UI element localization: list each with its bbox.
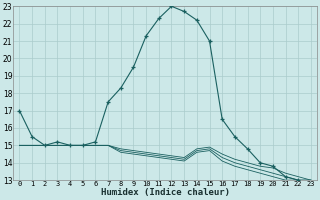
X-axis label: Humidex (Indice chaleur): Humidex (Indice chaleur) xyxy=(101,188,230,197)
